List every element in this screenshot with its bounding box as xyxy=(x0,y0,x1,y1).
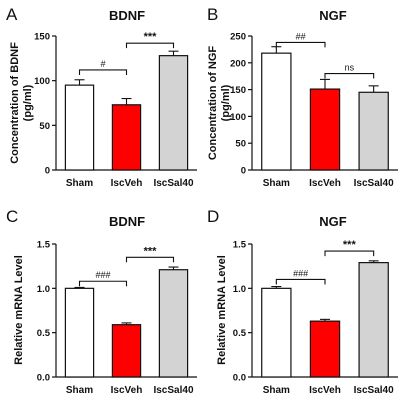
y-tick-label-a: 50 xyxy=(39,121,50,132)
category-label-b-1: IscVeh xyxy=(309,178,341,189)
bar-b-1 xyxy=(309,88,341,171)
y-tick-label-d: 1.0 xyxy=(233,284,246,295)
panel-letter-c: C xyxy=(6,207,18,226)
significance-bracket-c-1 xyxy=(125,256,175,263)
y-tick-label-b: 150 xyxy=(230,85,246,96)
category-label-b-0: Sham xyxy=(263,178,290,189)
significance-bracket-c-0 xyxy=(78,280,128,287)
significance-label-c-0: ### xyxy=(95,270,110,280)
y-axis-label-b: Concentration of NGF(pg/ml) xyxy=(207,46,232,161)
panel-letter-d: D xyxy=(207,207,219,226)
bar-c-2 xyxy=(158,269,189,378)
panel-b: B NGF Concentration of NGF(pg/ml) 0 50 100 150… xyxy=(207,5,398,189)
category-label-c-2: IscSal40 xyxy=(153,385,193,396)
chart-title-d: NGF xyxy=(319,214,347,229)
y-tick-label-c: 1.0 xyxy=(37,284,50,295)
y-axis-label-line: Relative mRNA Level xyxy=(13,255,25,365)
y-axis-label-a: Concentration of BDNF(pg/ml) xyxy=(9,42,34,164)
significance-label-a-0: # xyxy=(100,59,105,69)
y-tick-label-d: 0.5 xyxy=(233,328,247,339)
significance-bracket-b-1 xyxy=(324,72,375,79)
category-label-c-0: Sham xyxy=(66,385,93,396)
y-tick-label-a: 0 xyxy=(45,166,50,177)
y-tick-label-a: 150 xyxy=(34,32,50,43)
bar-a-2 xyxy=(158,55,189,171)
category-label-a-2: IscSal40 xyxy=(153,178,193,189)
bar-d-1 xyxy=(309,320,341,378)
y-tick-label-d: 1.5 xyxy=(233,240,247,251)
y-axis-label-c: Relative mRNA Level xyxy=(13,255,25,365)
panel-c: C BDNF Relative mRNA Level 0.0 0.5 1.0 1.5 Sham… xyxy=(6,207,197,396)
y-axis-label-line: (pg/ml) xyxy=(22,84,34,121)
category-label-c-1: IscVeh xyxy=(111,385,143,396)
y-tick-label-c: 0.0 xyxy=(37,373,50,384)
chart-title-b: NGF xyxy=(319,8,347,23)
y-tick-label-a: 100 xyxy=(34,76,50,87)
significance-bracket-b-0 xyxy=(275,41,326,48)
chart-title-a: BDNF xyxy=(109,8,145,23)
y-tick-label-b: 0 xyxy=(241,166,246,177)
significance-label-b-0: ## xyxy=(296,31,306,41)
y-tick-label-c: 1.5 xyxy=(37,240,51,251)
panel-d: D NGF Relative mRNA Level 0.0 0.5 1.0 1.5 Sham I… xyxy=(207,207,398,396)
significance-label-d-0: ### xyxy=(293,268,308,278)
category-label-d-1: IscVeh xyxy=(309,385,341,396)
y-axis-label-line: Relative mRNA Level xyxy=(216,255,228,365)
y-tick-label-b: 250 xyxy=(230,32,246,43)
significance-label-a-1: *** xyxy=(144,31,158,43)
significance-bracket-d-0 xyxy=(275,278,326,285)
category-label-d-0: Sham xyxy=(263,385,290,396)
y-axis-label-d: Relative mRNA Level xyxy=(216,255,228,365)
bar-a-1 xyxy=(111,104,142,171)
panel-letter-a: A xyxy=(6,5,18,24)
category-label-b-2: IscSal40 xyxy=(354,178,394,189)
panel-letter-b: B xyxy=(207,5,218,24)
y-axis-label-line: Concentration of NGF xyxy=(207,46,219,161)
y-tick-label-c: 0.5 xyxy=(37,328,51,339)
y-tick-label-b: 50 xyxy=(235,139,246,150)
bar-d-0 xyxy=(261,287,292,378)
significance-bracket-a-0 xyxy=(78,69,128,75)
y-tick-label-b: 200 xyxy=(230,58,246,69)
significance-label-c-1: *** xyxy=(144,245,158,257)
category-label-a-0: Sham xyxy=(66,178,93,189)
bar-c-0 xyxy=(64,287,95,378)
bar-b-2 xyxy=(358,91,389,171)
y-axis-label-line: (pg/ml) xyxy=(220,84,232,121)
y-tick-label-d: 0.0 xyxy=(233,373,246,384)
significance-label-b-1: ns xyxy=(345,63,355,73)
significance-label-d-1: *** xyxy=(343,239,357,251)
y-tick-label-b: 100 xyxy=(230,112,246,123)
bar-b-0 xyxy=(261,52,292,171)
panel-a: A BDNF Concentration of BDNF(pg/ml) 0 50 100 1… xyxy=(6,5,197,189)
significance-bracket-a-1 xyxy=(125,42,175,49)
bar-a-0 xyxy=(64,84,95,171)
category-label-a-1: IscVeh xyxy=(111,178,143,189)
category-label-d-2: IscSal40 xyxy=(354,385,394,396)
bar-d-2 xyxy=(358,262,389,378)
chart-title-c: BDNF xyxy=(109,214,145,229)
significance-bracket-d-1 xyxy=(324,250,375,257)
y-axis-label-line: Concentration of BDNF xyxy=(9,42,21,164)
bar-c-1 xyxy=(111,324,142,378)
